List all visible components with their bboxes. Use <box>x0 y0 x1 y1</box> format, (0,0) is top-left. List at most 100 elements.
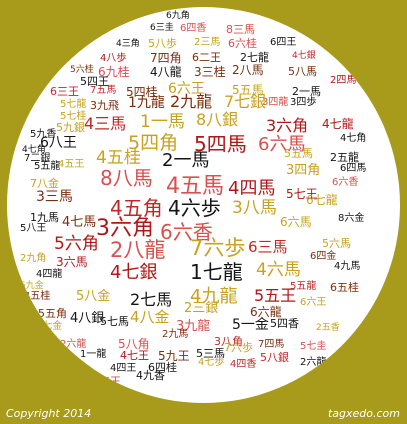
cloud-word: 4九龍 <box>190 286 238 307</box>
cloud-word: 5八金 <box>76 289 111 304</box>
cloud-word: 5五龍 <box>290 281 317 292</box>
cloud-word: 6六馬 <box>258 134 306 155</box>
cloud-word: 5八角 <box>118 337 150 351</box>
cloud-word: 5三馬 <box>196 347 225 360</box>
brand-text: tagxedo.com <box>327 407 400 420</box>
cloud-word: 6四王 <box>270 37 297 48</box>
cloud-word: 3六馬 <box>56 255 88 269</box>
cloud-word: 4八龍 <box>150 65 182 79</box>
cloud-word: 6四桂 <box>148 361 177 374</box>
cloud-word: 4五桂 <box>24 291 51 302</box>
cloud-word: 7五馬 <box>90 85 117 96</box>
cloud-word: 6四香 <box>180 23 207 34</box>
cloud-word: 6六王 <box>300 297 327 308</box>
cloud-word: 4七龍 <box>322 117 354 131</box>
cloud-word: 5六桂 <box>70 65 94 75</box>
cloud-word: 2七龍 <box>240 51 269 64</box>
cloud-word: 2九馬 <box>162 329 189 340</box>
cloud-word: 2三銀 <box>184 301 219 316</box>
cloud-word: 5七馬 <box>100 315 129 328</box>
cloud-word: 4九馬 <box>334 261 361 272</box>
cloud-word: 3六角 <box>266 116 309 135</box>
cloud-word: 4七銀 <box>110 262 158 283</box>
cloud-word: 7六歩 <box>190 236 246 260</box>
cloud-word: 2九龍 <box>170 92 213 111</box>
cloud-word: 3八角 <box>214 335 243 348</box>
cloud-word: 2一馬 <box>292 85 321 98</box>
cloud-word: 5九金 <box>20 281 44 291</box>
cloud-word: 2五香 <box>316 323 340 333</box>
cloud-word: 6六馬 <box>280 215 312 229</box>
cloud-word: 3三桂 <box>194 65 226 79</box>
cloud-word: 4八歩 <box>100 53 127 64</box>
cloud-word: 5七王 <box>286 187 318 201</box>
cloud-word: 1九龍 <box>128 95 165 111</box>
cloud-word: 6三馬 <box>248 238 288 256</box>
cloud-word: 7四角 <box>150 51 182 65</box>
cloud-word: 8八銀 <box>196 110 239 129</box>
cloud-word: 4七歩 <box>198 357 225 368</box>
cloud-word: 5九銀 <box>56 121 85 134</box>
cloud-word: 4七王 <box>120 349 149 362</box>
cloud-word: 1一龍 <box>80 349 107 360</box>
cloud-word: 4六馬 <box>256 260 301 280</box>
cloud-word: 5五馬 <box>284 147 313 160</box>
cloud-word: 2五龍 <box>330 151 359 164</box>
cloud-word: 5七圭 <box>300 341 327 352</box>
cloud-word: 2七馬 <box>130 290 173 309</box>
cloud-word: 7六歩 <box>224 341 253 354</box>
cloud-word: 4九香 <box>136 369 165 382</box>
cloud-word: 5八銀 <box>260 351 289 364</box>
cloud-word: 5三王 <box>92 375 121 388</box>
cloud-word: 3四歩 <box>290 97 317 108</box>
cloud-word: 2四馬 <box>330 75 357 86</box>
cloud-word: 5八歩 <box>148 37 177 50</box>
cloud-word: 6四金 <box>310 251 337 262</box>
cloud-word: 1一馬 <box>140 112 185 132</box>
cloud-word: 6五桂 <box>330 281 359 294</box>
cloud-word: 3九飛 <box>90 99 119 112</box>
cloud-word: 4三馬 <box>84 114 127 133</box>
cloud-word: 2八龍 <box>110 238 166 262</box>
cloud-word: 3三馬 <box>36 189 73 205</box>
cloud-word: 4五桂 <box>96 148 141 168</box>
cloud-word: 2九角 <box>20 253 47 264</box>
cloud-word: 6九桂 <box>98 65 130 79</box>
cloud-word: 6二王 <box>192 51 221 64</box>
cloud-word: 4四香 <box>230 359 257 370</box>
cloud-word: 6七龍 <box>306 193 338 207</box>
cloud-word: 4八金 <box>130 308 170 326</box>
cloud-word: 5四桂 <box>126 85 158 99</box>
cloud-word: 5七金 <box>36 321 63 332</box>
cloud-word: 4四馬 <box>228 178 276 199</box>
cloud-word: 8三馬 <box>226 23 255 36</box>
cloud-word: 4三角 <box>116 39 140 49</box>
cloud-word: 4六歩 <box>168 196 221 220</box>
cloud-word: 3九龍 <box>176 319 211 334</box>
cloud-word: 7四馬 <box>258 339 285 350</box>
cloud-word: 5五角 <box>38 307 67 320</box>
cloud-word: 4四王 <box>110 363 137 374</box>
cloud-word: 4四龍 <box>36 269 63 280</box>
cloud-word: 2三馬 <box>194 37 221 48</box>
cloud-word: 6六桂 <box>228 37 257 50</box>
cloud-word: 4五馬 <box>166 174 224 199</box>
cloud-word: 3四角 <box>286 163 321 178</box>
cloud-word: 5九王 <box>158 349 190 363</box>
cloud-word: 5四馬 <box>194 132 247 156</box>
cloud-word: 4七角 <box>22 145 46 155</box>
cloud-word: 4八銀 <box>70 311 105 326</box>
cloud-word: 6六香 <box>332 177 359 188</box>
cloud-word: 4七角 <box>340 133 367 144</box>
cloud-word: 5七桂 <box>60 111 87 122</box>
cloud-word: 5八馬 <box>288 65 317 78</box>
cloud-word: 3四龍 <box>262 97 289 108</box>
cloud-word: 2六龍 <box>60 339 87 350</box>
cloud-word: 6六香 <box>160 220 213 244</box>
cloud-word: 7二銀 <box>24 153 51 164</box>
cloud-word: 5五王 <box>254 286 297 305</box>
cloud-word: 7七銀 <box>224 92 267 111</box>
cloud-word: 5一金 <box>232 317 269 333</box>
cloud-word: 4七馬 <box>62 215 97 230</box>
